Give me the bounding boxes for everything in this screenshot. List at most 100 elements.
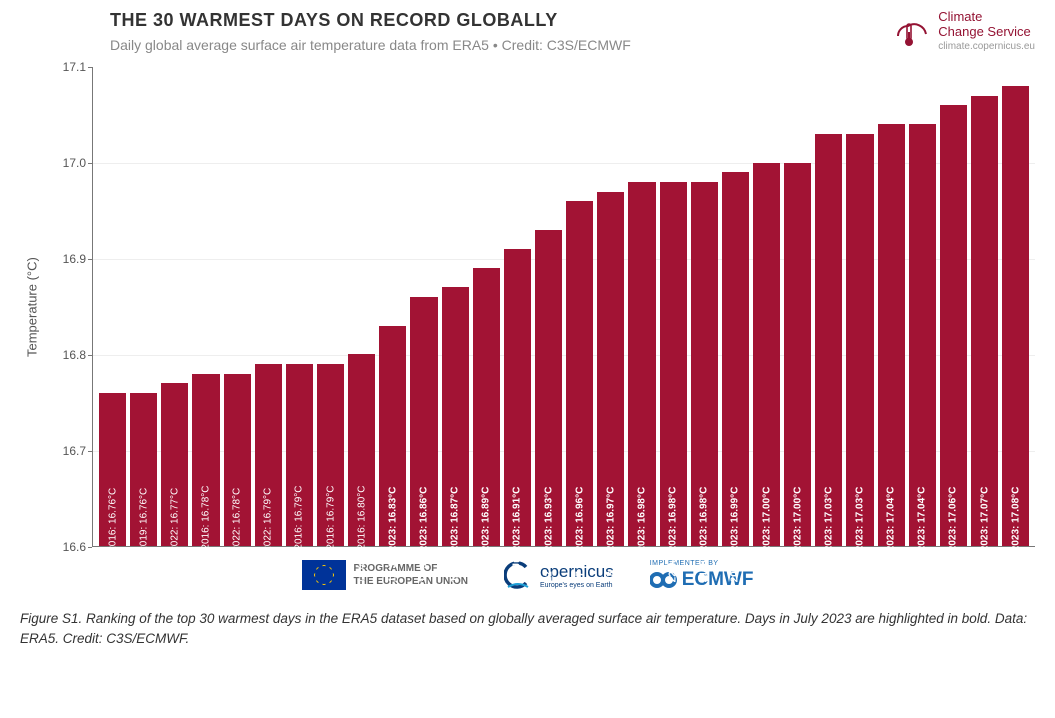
bar-slot: 07 Jul 2023: 17.07°C (971, 67, 998, 546)
bar-label: 14 Jul 2023: 16.83°C (387, 487, 398, 583)
bar-slot: 04 Jul 2023: 17.04°C (909, 67, 936, 546)
bar-label: 13 Jul 2023: 16.86°C (418, 487, 429, 583)
bar-slot: 23 Jul 2022: 16.78°C (224, 67, 251, 546)
bar: 21 Jul 2016: 16.76°C (99, 393, 126, 546)
y-axis: 16.616.716.816.917.017.1 (44, 67, 92, 547)
bar: 07 Jul 2023: 17.07°C (971, 96, 998, 546)
bar-slot: 13 Jul 2023: 16.86°C (410, 67, 437, 546)
y-tick: 17.0 (63, 156, 86, 170)
bar-label: 03 Jul 2023: 16.89°C (481, 487, 492, 583)
bar-label: 23 Jul 2022: 16.78°C (232, 488, 243, 582)
bar: 24 Jul 2022: 16.79°C (255, 364, 282, 546)
ccs-url: climate.copernicus.eu (938, 41, 1035, 52)
bar: 10 Jul 2023: 17.03°C (815, 134, 842, 546)
y-tick: 16.9 (63, 252, 86, 266)
bar: 10 Jul 2019: 16.76°C (130, 393, 157, 546)
bar: 16 Aug 2016: 16.79°C (286, 364, 313, 546)
bar-slot: 11 Jul 2023: 16.98°C (628, 67, 655, 546)
thermometer-cloud-icon (888, 10, 930, 52)
y-tick: 16.7 (63, 444, 86, 458)
bar: 15 Aug 2016: 16.78°C (192, 374, 219, 546)
bar-slot: 03 Jul 2023: 16.89°C (473, 67, 500, 546)
bar-slot: 17 Jul 2023: 16.96°C (566, 67, 593, 546)
bar-label: 19 Jul 2023: 17.00°C (761, 487, 772, 583)
copernicus-tagline: Europe's eyes on Earth (540, 582, 614, 589)
bar: 21 Jul 2023: 16.98°C (691, 182, 718, 546)
bar-label: 12 Jul 2023: 16.93°C (543, 487, 554, 583)
bar: 19 Jul 2023: 17.00°C (753, 163, 780, 546)
bar: 04 Jul 2023: 17.04°C (909, 124, 936, 546)
bar-slot: 15 Aug 2016: 16.78°C (192, 67, 219, 546)
bar-slot: 18 Jul 2023: 17.00°C (784, 67, 811, 546)
bar-label: 21 Jul 2023: 16.98°C (699, 487, 710, 583)
ccs-logo-text: Climate Change Service climate.copernicu… (938, 10, 1035, 52)
figure-caption: Figure S1. Ranking of the top 30 warmest… (20, 609, 1035, 650)
bar: 14 Aug 2016: 16.79°C (317, 364, 344, 546)
bar-label: 10 Jul 2023: 17.03°C (823, 487, 834, 583)
bar-slot: 05 Jul 2023: 17.06°C (940, 67, 967, 546)
ccs-line2: Change Service (938, 25, 1035, 39)
bar-slot: 14 Aug 2016: 16.79°C (317, 67, 344, 546)
ccs-logo: Climate Change Service climate.copernicu… (888, 10, 1035, 52)
bar-slot: 08 Jul 2023: 17.04°C (878, 67, 905, 546)
y-tick: 17.1 (63, 60, 86, 74)
bar-label: 21 Jul 2016: 16.76°C (107, 488, 118, 582)
bar-label: 15 Aug 2016: 16.78°C (200, 486, 211, 584)
bar: 17 Jul 2023: 16.96°C (566, 201, 593, 546)
bar: 13 Jul 2023: 16.86°C (410, 297, 437, 546)
bar: 05 Jul 2023: 17.06°C (940, 105, 967, 546)
bar: 11 Jul 2023: 16.98°C (628, 182, 655, 546)
chart-plot: 21 Jul 2016: 16.76°C10 Jul 2019: 16.76°C… (92, 67, 1035, 547)
plot-area: Temperature (°C) 16.616.716.816.917.017.… (20, 67, 1035, 547)
bar-label: 22 Jul 2023: 16.98°C (668, 487, 679, 583)
bar-label: 16 Jul 2023: 16.91°C (512, 487, 523, 583)
bar-label: 11 Jul 2023: 16.98°C (636, 487, 647, 582)
bar-label: 13 Aug 2016: 16.80°C (356, 486, 367, 584)
chart-subtitle: Daily global average surface air tempera… (110, 37, 888, 53)
bar-slot: 09 Jul 2023: 17.03°C (846, 67, 873, 546)
bar-slot: 13 Aug 2016: 16.80°C (348, 67, 375, 546)
eu-flag-icon (302, 560, 346, 590)
bar: 20 Jul 2023: 16.99°C (722, 172, 749, 546)
ecmwf-name: ECMWF (682, 569, 754, 591)
bar-slot: 24 Jul 2022: 16.79°C (255, 67, 282, 546)
bars-container: 21 Jul 2016: 16.76°C10 Jul 2019: 16.76°C… (93, 67, 1035, 546)
bar: 23 Jul 2022: 16.78°C (224, 374, 251, 546)
bar: 18 Jul 2023: 17.00°C (784, 163, 811, 546)
bar-slot: 20 Jul 2023: 16.99°C (722, 67, 749, 546)
bar-label: 17 Jul 2023: 16.96°C (574, 487, 585, 583)
bar-label: 18 Jul 2023: 17.00°C (792, 487, 803, 583)
y-tick: 16.6 (63, 540, 86, 554)
title-block: THE 30 WARMEST DAYS ON RECORD GLOBALLY D… (110, 10, 888, 63)
bar-slot: 10 Jul 2023: 17.03°C (815, 67, 842, 546)
bar: 14 Jul 2023: 16.83°C (379, 326, 406, 546)
bar-label: 10 Jul 2019: 16.76°C (138, 488, 149, 582)
bar-label: 23 Jul 2023: 16.97°C (605, 487, 616, 583)
y-axis-label: Temperature (°C) (20, 67, 44, 547)
bar-slot: 22 Jul 2023: 16.98°C (660, 67, 687, 546)
bar-slot: 21 Jul 2016: 16.76°C (99, 67, 126, 546)
bar-slot: 15 Jul 2023: 16.87°C (442, 67, 469, 546)
bar-slot: 12 Jul 2023: 16.93°C (535, 67, 562, 546)
bar-slot: 25 Jul 2022: 16.77°C (161, 67, 188, 546)
bar-label: 25 Jul 2022: 16.77°C (169, 488, 180, 582)
bar-slot: 19 Jul 2023: 17.00°C (753, 67, 780, 546)
header-row: THE 30 WARMEST DAYS ON RECORD GLOBALLY D… (110, 10, 1035, 63)
bar: 09 Jul 2023: 17.03°C (846, 134, 873, 546)
ccs-line1: Climate (938, 10, 1035, 24)
eu-block: PROGRAMME OF THE EUROPEAN UNION (302, 560, 468, 590)
y-tick: 16.8 (63, 348, 86, 362)
bar: 12 Jul 2023: 16.93°C (535, 230, 562, 546)
bar-label: 24 Jul 2022: 16.79°C (263, 488, 274, 582)
bar: 23 Jul 2023: 16.97°C (597, 192, 624, 546)
bar-label: 09 Jul 2023: 17.03°C (854, 487, 865, 583)
bar-label: 07 Jul 2023: 17.07°C (979, 487, 990, 583)
bar: 03 Jul 2023: 16.89°C (473, 268, 500, 546)
bar-slot: 16 Aug 2016: 16.79°C (286, 67, 313, 546)
bar-label: 20 Jul 2023: 16.99°C (730, 487, 741, 583)
bar: 08 Jul 2023: 17.04°C (878, 124, 905, 546)
bar-slot: 14 Jul 2023: 16.83°C (379, 67, 406, 546)
bar-slot: 16 Jul 2023: 16.91°C (504, 67, 531, 546)
bar-slot: 23 Jul 2023: 16.97°C (597, 67, 624, 546)
bar-slot: 21 Jul 2023: 16.98°C (691, 67, 718, 546)
